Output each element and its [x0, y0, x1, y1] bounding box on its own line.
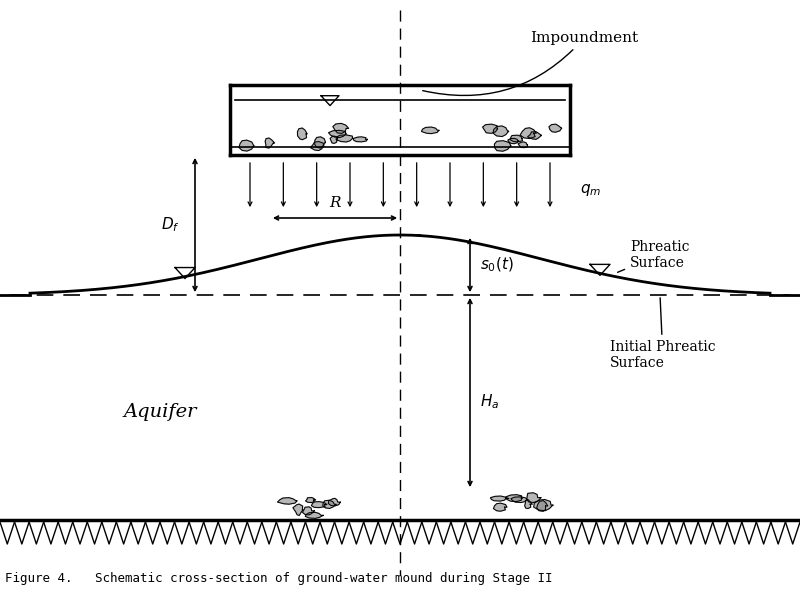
Polygon shape	[265, 138, 274, 148]
Text: Aquifer: Aquifer	[123, 403, 197, 421]
Polygon shape	[508, 138, 518, 144]
Polygon shape	[328, 498, 340, 506]
Polygon shape	[482, 124, 498, 134]
Text: Impoundment: Impoundment	[422, 31, 638, 95]
Polygon shape	[506, 495, 522, 502]
Polygon shape	[422, 127, 439, 134]
Polygon shape	[537, 501, 548, 511]
Polygon shape	[511, 497, 528, 502]
Polygon shape	[549, 124, 562, 132]
Polygon shape	[490, 496, 509, 501]
Polygon shape	[333, 123, 349, 134]
Polygon shape	[306, 498, 316, 502]
Polygon shape	[527, 132, 542, 139]
Polygon shape	[494, 141, 511, 151]
Polygon shape	[510, 135, 522, 142]
Polygon shape	[494, 503, 507, 511]
Polygon shape	[330, 136, 338, 144]
Text: $H_a$: $H_a$	[480, 393, 499, 411]
Polygon shape	[302, 507, 314, 515]
Text: $D_f$: $D_f$	[161, 216, 180, 234]
Polygon shape	[310, 142, 324, 151]
Polygon shape	[493, 126, 509, 136]
Text: R: R	[330, 196, 341, 210]
Polygon shape	[298, 128, 307, 139]
Polygon shape	[314, 137, 326, 148]
Polygon shape	[520, 128, 536, 138]
Polygon shape	[293, 504, 303, 516]
Polygon shape	[306, 513, 323, 519]
Polygon shape	[239, 140, 254, 151]
Polygon shape	[323, 500, 336, 508]
Text: Initial Phreatic
Surface: Initial Phreatic Surface	[610, 298, 716, 370]
Polygon shape	[354, 137, 367, 142]
Polygon shape	[311, 502, 327, 508]
Text: Figure 4.   Schematic cross-section of ground-water mound during Stage II: Figure 4. Schematic cross-section of gro…	[5, 572, 553, 585]
Polygon shape	[518, 142, 528, 148]
Polygon shape	[525, 500, 533, 508]
Text: $s_0(t)$: $s_0(t)$	[480, 256, 514, 274]
Polygon shape	[329, 131, 346, 138]
Polygon shape	[278, 498, 297, 504]
Text: $q_m$: $q_m$	[580, 182, 602, 198]
Polygon shape	[534, 499, 553, 511]
Text: Phreatic
Surface: Phreatic Surface	[618, 240, 690, 272]
Polygon shape	[336, 135, 353, 142]
Polygon shape	[526, 493, 541, 502]
